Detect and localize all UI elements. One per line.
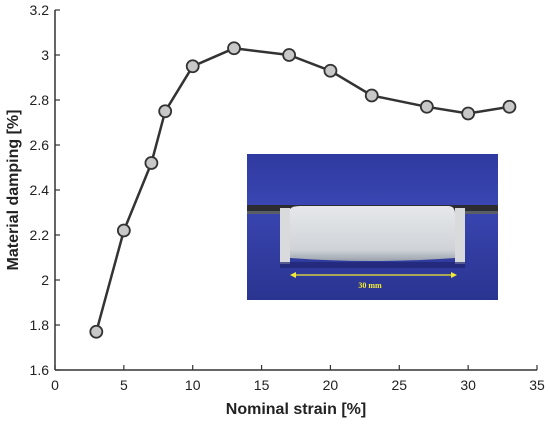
x-ticks: 0 5 10 15 20 25 30 35 bbox=[51, 365, 545, 393]
data-point bbox=[502, 99, 517, 114]
y-tick-label: 2.4 bbox=[30, 182, 50, 198]
data-point bbox=[282, 48, 297, 62]
x-tick-label: 15 bbox=[254, 377, 270, 393]
scale-arrow-right bbox=[451, 272, 457, 278]
photo-shadow bbox=[280, 262, 465, 268]
y-tick-label: 3 bbox=[41, 47, 49, 63]
x-tick-label: 35 bbox=[529, 377, 545, 393]
data-point bbox=[364, 88, 379, 103]
x-tick-label: 30 bbox=[460, 377, 476, 393]
data-point bbox=[89, 324, 104, 339]
data-point bbox=[461, 106, 476, 121]
specimen-body bbox=[290, 206, 455, 261]
x-tick-label: 0 bbox=[51, 377, 59, 393]
y-tick-label: 1.6 bbox=[30, 362, 50, 378]
y-tick-label: 2.2 bbox=[30, 227, 50, 243]
specimen-photo: 30 mm bbox=[247, 154, 498, 300]
series-line bbox=[95, 47, 510, 333]
data-point bbox=[323, 63, 338, 78]
scale-label: 30 mm bbox=[358, 281, 382, 290]
y-tick-label: 2.8 bbox=[30, 92, 50, 108]
data-point bbox=[419, 99, 434, 114]
y-tick-label: 2 bbox=[41, 272, 49, 288]
series-group bbox=[89, 41, 517, 339]
data-point bbox=[158, 104, 173, 119]
y-tick-label: 2.6 bbox=[30, 137, 50, 153]
y-tick-label: 1.8 bbox=[30, 317, 50, 333]
x-tick-label: 20 bbox=[323, 377, 339, 393]
scale-arrow-left bbox=[290, 272, 296, 278]
y-tick-label: 3.2 bbox=[30, 2, 50, 18]
channel-wall-right bbox=[455, 208, 465, 264]
data-point bbox=[227, 41, 241, 56]
x-axis-title: Nominal strain [%] bbox=[226, 401, 366, 418]
x-tick-label: 25 bbox=[391, 377, 407, 393]
data-point bbox=[185, 59, 200, 74]
x-tick-label: 5 bbox=[120, 377, 128, 393]
data-point bbox=[144, 156, 159, 170]
y-axis-title: Material damping [%] bbox=[5, 110, 22, 271]
y-ticks: 1.6 1.8 2 2.2 2.4 2.6 2.8 3 3.2 bbox=[30, 2, 60, 378]
x-tick-label: 10 bbox=[185, 377, 201, 393]
channel-wall-left bbox=[280, 208, 290, 264]
data-point bbox=[116, 223, 131, 238]
